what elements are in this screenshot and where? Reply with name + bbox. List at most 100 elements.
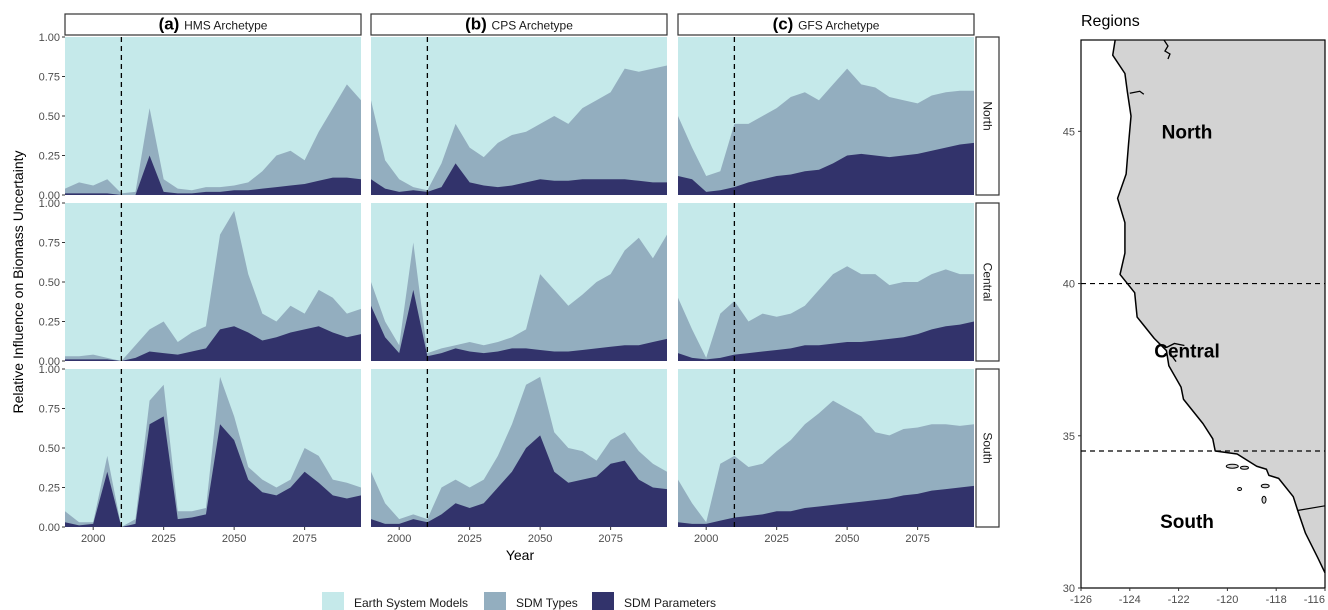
y-tick-label: 0.00 (39, 190, 60, 202)
regions-map: North Central South 30 35 40 45 -126 -124 -122 -12… (1063, 39, 1326, 606)
map-x-tick-label: -122 (1168, 594, 1190, 606)
legend-item: Earth System Models (322, 592, 468, 610)
map-columbia-river (1129, 90, 1145, 95)
y-tick-label: 0.50 (39, 443, 60, 455)
area-sdm-parameters (65, 326, 361, 361)
strip-label: (b) CPS Archetype (465, 15, 573, 34)
area-sdm-types (371, 65, 667, 195)
strip-box (64, 13, 362, 36)
y-tick-label: 1.00 (39, 198, 60, 210)
area-sdm-parameters (371, 163, 667, 195)
map-x-tick-label: -124 (1119, 594, 1141, 606)
y-tick-label: 0.25 (39, 151, 60, 163)
map-coastline (1111, 39, 1326, 574)
map-island (1261, 495, 1267, 504)
panel-south-1 (65, 369, 361, 527)
x-tick-label: 2025 (764, 533, 788, 545)
row-strip-label: Central (981, 263, 995, 302)
strip-label: (c) GFS Archetype (773, 15, 880, 34)
y-tick-label: 0.75 (39, 72, 60, 84)
x-tick-label: 2000 (387, 533, 411, 545)
legend-item: SDM Parameters (592, 592, 716, 610)
strip-box (975, 202, 1000, 362)
strip-column-2: (b) CPS Archetype (370, 13, 668, 36)
map-x-tick-label: -120 (1216, 594, 1238, 606)
panel-north-1 (65, 37, 361, 195)
region-label-north: North (1162, 122, 1213, 143)
region-label-central: Central (1154, 342, 1219, 363)
strip-letter: (a) (159, 15, 185, 34)
panel-south-2 (371, 369, 667, 527)
strip-row-north: North (975, 36, 1000, 196)
y-tick-label: 0.50 (39, 277, 60, 289)
y-axis-title: Relative Influence on Biomass Uncertaint… (10, 150, 26, 413)
map-x-tick-label: -116 (1304, 594, 1325, 606)
legend-label: SDM Parameters (624, 596, 716, 610)
y-tick-label: 0.00 (39, 356, 60, 368)
y-tick-label: 0.75 (39, 238, 60, 250)
x-tick-label: 2075 (598, 533, 622, 545)
legend-label: Earth System Models (354, 596, 468, 610)
strip-title: GFS Archetype (798, 19, 880, 33)
panel-north-3 (678, 37, 974, 195)
y-tick-label: 1.00 (39, 32, 60, 44)
map-island (1237, 487, 1243, 492)
x-tick-label: 2050 (222, 533, 246, 545)
map-frame (1080, 39, 1326, 589)
strip-row-central: Central (975, 202, 1000, 362)
x-tick-label: 2000 (81, 533, 105, 545)
strip-row-south: South (975, 368, 1000, 528)
panel-central-2 (371, 203, 667, 361)
y-tick-label: 0.00 (39, 522, 60, 534)
row-strip-label: North (981, 101, 995, 130)
map-y-tick-label: 30 (1063, 583, 1075, 595)
y-tick-label: 0.25 (39, 317, 60, 329)
strip-box (677, 13, 975, 36)
area-sdm-parameters (678, 321, 974, 361)
map-title: Regions (1081, 13, 1140, 30)
map-border (1298, 505, 1326, 511)
x-tick-label: 2075 (905, 533, 929, 545)
panel-north-2 (371, 37, 667, 195)
strip-box (975, 368, 1000, 528)
x-axis-title: Year (506, 547, 535, 563)
area-sdm-types (65, 210, 361, 361)
panel-central-3 (678, 203, 974, 361)
x-tick-label: 2075 (292, 533, 316, 545)
y-tick-label: 0.75 (39, 404, 60, 416)
map-island (1225, 463, 1239, 469)
area-sdm-types (371, 234, 667, 361)
map-y-tick-label: 45 (1063, 126, 1075, 138)
map-island (1260, 483, 1270, 489)
panel-south-3 (678, 369, 974, 527)
axes: 0.000.250.500.751.000.000.250.500.751.00… (39, 32, 930, 545)
strip-box (975, 36, 1000, 196)
map-sf-bay (1166, 342, 1185, 362)
map-puget-sound (1163, 39, 1171, 60)
legend-swatch (592, 592, 614, 610)
strip-title: HMS Archetype (184, 19, 268, 33)
facet-panels (65, 37, 974, 527)
y-tick-label: 0.50 (39, 111, 60, 123)
map-y-tick-label: 40 (1063, 279, 1075, 291)
map-x-tick-label: -126 (1070, 594, 1092, 606)
legend-item: SDM Types (484, 592, 578, 610)
area-sdm-parameters (678, 142, 974, 195)
area-sdm-types (65, 84, 361, 195)
legend-swatch (322, 592, 344, 610)
y-tick-label: 0.25 (39, 483, 60, 495)
strip-column-1: (a) HMS Archetype (64, 13, 362, 36)
x-tick-label: 2025 (151, 533, 175, 545)
map-x-tick-label: -118 (1266, 594, 1287, 606)
area-sdm-parameters (371, 435, 667, 527)
map-y-tick-label: 35 (1063, 431, 1075, 443)
legend: Earth System Models SDM Types SDM Paramete… (322, 592, 716, 610)
area-sdm-types (678, 266, 974, 361)
strip-title: CPS Archetype (492, 19, 574, 33)
strip-letter: (b) (465, 15, 491, 34)
area-sdm-parameters (371, 289, 667, 361)
x-tick-label: 2000 (694, 533, 718, 545)
row-strip-label: South (981, 432, 995, 463)
panel-central-1 (65, 203, 361, 361)
